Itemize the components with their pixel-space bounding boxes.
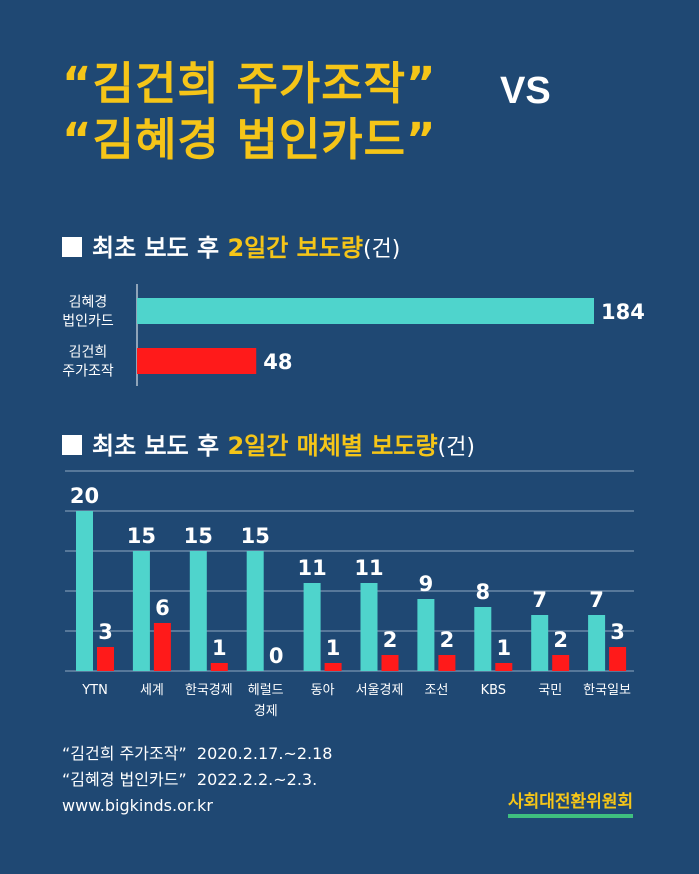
category-label: 한국경제 xyxy=(185,683,233,698)
bar xyxy=(210,663,228,671)
bar xyxy=(381,655,399,671)
category-label: 조선 xyxy=(424,683,448,698)
bar-value-label: 1 xyxy=(326,636,341,660)
title-line-2: “김혜경 법인카드” xyxy=(62,113,437,166)
category-label: 서울경제 xyxy=(356,683,404,698)
bar xyxy=(189,551,207,671)
square-bullet-icon xyxy=(62,237,82,257)
bar-value-label: 11 xyxy=(354,556,383,580)
category-label: 동아 xyxy=(311,683,335,698)
bar-value-label: 2 xyxy=(440,628,455,652)
category-label: 국민 xyxy=(538,683,562,698)
square-bullet-icon xyxy=(62,435,82,455)
category-label: 세계 xyxy=(140,683,164,698)
bar-value-label: 9 xyxy=(419,572,434,596)
bar-value-label: 20 xyxy=(70,484,99,508)
bar xyxy=(360,583,378,671)
section-title-unit: (건) xyxy=(362,237,401,262)
section-title-highlight: 2일간 매체별 보도량 xyxy=(227,432,438,460)
bar-value-label: 1 xyxy=(212,636,227,660)
section-title-unit: (건) xyxy=(437,435,475,460)
bar-value-label: 15 xyxy=(184,524,213,548)
bar xyxy=(495,663,513,671)
bar xyxy=(324,663,342,671)
bar xyxy=(137,348,257,374)
organization-logo: 사회대전환위원회 xyxy=(508,787,634,818)
bar xyxy=(137,298,594,324)
bar-value-label: 11 xyxy=(297,556,326,580)
bar-value-label: 6 xyxy=(155,596,170,620)
category-label: 주가조작 xyxy=(62,364,114,380)
title-line-1: “김건희 주가조작” xyxy=(62,57,437,110)
bar-value-label: 3 xyxy=(98,620,113,644)
category-label: 한국일보 xyxy=(583,683,631,698)
category-label: YTN xyxy=(81,683,108,698)
bar xyxy=(609,647,627,671)
source-line-2: “김혜경 법인카드” 2022.2.2.~2.3. xyxy=(62,768,317,792)
bar-value-label: 0 xyxy=(269,644,284,668)
bar-value-label: 15 xyxy=(241,524,270,548)
source-date-1: 2020.2.17.~2.18 xyxy=(196,744,333,763)
bar-value-label: 7 xyxy=(532,588,547,612)
bar xyxy=(97,647,114,671)
category-label: 김건희 xyxy=(69,345,108,361)
bar-value-label: 2 xyxy=(383,628,398,652)
section-title-prefix: 최초 보도 후 xyxy=(92,432,228,460)
category-label: KBS xyxy=(481,683,506,698)
bar-value-label: 48 xyxy=(263,350,292,374)
section-title-prefix: 최초 보도 후 xyxy=(92,234,228,262)
bar-value-label: 1 xyxy=(496,636,511,660)
source-date-2: 2022.2.2.~2.3. xyxy=(196,770,318,789)
bar xyxy=(153,623,171,671)
category-label: 헤럴드 xyxy=(248,683,284,698)
category-label: 김혜경 xyxy=(69,295,108,311)
bar xyxy=(303,583,321,671)
bar-value-label: 15 xyxy=(127,524,156,548)
bar xyxy=(246,551,264,671)
section-title-total: 최초 보도 후 2일간 보도량(건) xyxy=(62,228,400,263)
source-url: www.bigkinds.or.kr xyxy=(62,796,213,815)
bar-value-label: 2 xyxy=(553,628,568,652)
bar-value-label: 3 xyxy=(610,620,625,644)
section-title-highlight: 2일간 보도량 xyxy=(227,234,363,262)
source-label-1: “김건희 주가조작” xyxy=(62,744,187,763)
source-label-2: “김혜경 법인카드” xyxy=(62,770,187,789)
bar xyxy=(76,511,93,671)
vs-label: VS xyxy=(500,70,551,112)
bar xyxy=(531,615,549,671)
section-title-by-media: 최초 보도 후 2일간 매체별 보도량(건) xyxy=(62,426,475,461)
media-coverage-chart: 203YTN156세계151한국경제150헤럴드경제111동아112서울경제92… xyxy=(65,470,634,719)
bar xyxy=(588,615,606,671)
bar xyxy=(132,551,150,671)
bar xyxy=(474,607,492,671)
bar xyxy=(417,599,435,671)
bar xyxy=(552,655,570,671)
bar-value-label: 8 xyxy=(475,580,490,604)
category-label: 경제 xyxy=(254,704,278,719)
bar-value-label: 184 xyxy=(601,300,645,324)
bar-value-label: 7 xyxy=(589,588,604,612)
bar xyxy=(438,655,456,671)
source-line-1: “김건희 주가조작” 2020.2.17.~2.18 xyxy=(62,742,332,766)
category-label: 법인카드 xyxy=(62,314,114,330)
